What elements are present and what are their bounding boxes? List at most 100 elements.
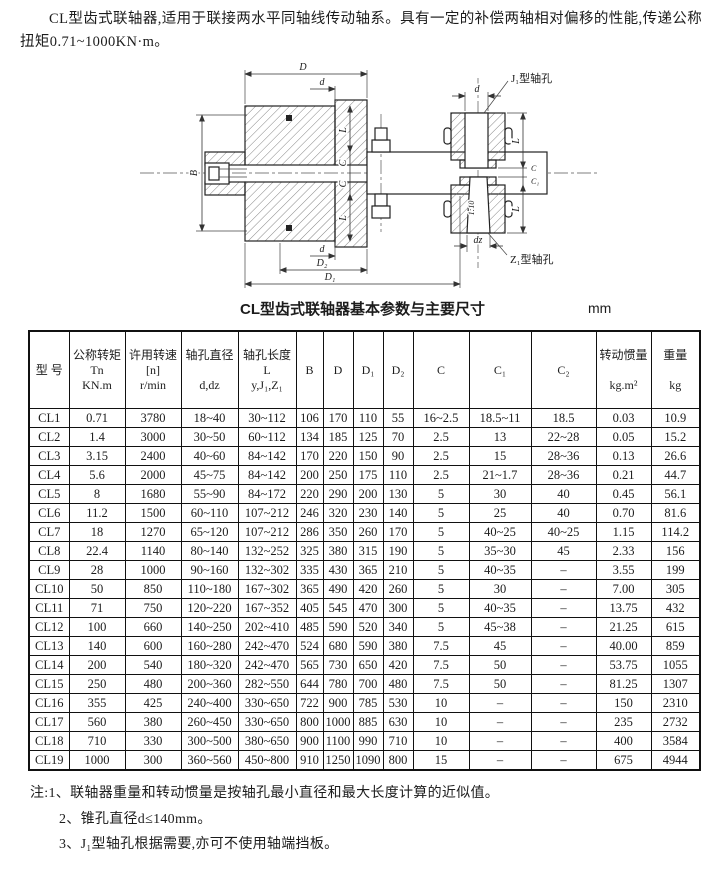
note-line: 注:1、联轴器重量和转动惯量是按轴孔最小直径和最大长度计算的近似值。 xyxy=(30,781,725,807)
value-cell: 420 xyxy=(382,655,414,675)
value-cell: 110~180 xyxy=(180,579,239,599)
value-cell: 84~142 xyxy=(237,465,297,485)
value-cell: 1270 xyxy=(124,522,182,542)
value-cell: 850 xyxy=(124,579,182,599)
table-row: CL10 50 850 110~180 167~302 365 490 420 260 5 30–7… xyxy=(28,579,701,599)
z1-lug-right xyxy=(504,200,513,218)
value-cell: 170 xyxy=(295,446,324,466)
model-cell: CL9 xyxy=(28,560,70,580)
value-cell: 660 xyxy=(124,617,182,637)
value-cell: 900 xyxy=(295,731,324,751)
value-cell: 40~35 xyxy=(468,598,532,618)
value-cell: 56.1 xyxy=(650,484,701,504)
value-cell: 220 xyxy=(322,446,354,466)
value-cell: 200 xyxy=(352,484,384,504)
column-header: 轴孔直径 d,dz xyxy=(180,330,239,409)
value-cell: 355 xyxy=(68,693,126,713)
j1-lug-right xyxy=(504,127,513,145)
intro-paragraph: CL型齿式联轴器,适用于联接两水平同轴线传动轴系。具有一定的补偿两轴相对偏移的性… xyxy=(20,11,703,50)
value-cell: 2.5 xyxy=(412,446,470,466)
value-cell: 260~450 xyxy=(180,712,239,732)
value-cell: 53.75 xyxy=(595,655,652,675)
value-cell: 2732 xyxy=(650,712,701,732)
column-header: 许用转速 [n] r/min xyxy=(124,330,182,409)
value-cell: 480 xyxy=(124,674,182,694)
value-cell: 885 xyxy=(352,712,384,732)
value-cell: 45~38 xyxy=(468,617,532,637)
value-cell: 170 xyxy=(322,408,354,428)
value-cell: 156 xyxy=(650,541,701,561)
column-header: D₂ xyxy=(382,330,414,409)
model-cell: CL8 xyxy=(28,541,70,561)
value-cell: 1100 xyxy=(322,731,354,751)
value-cell: – xyxy=(468,731,532,751)
note-line: 2、锥孔直径d≤140mm。 xyxy=(30,807,725,833)
table-row: CL9 28 1000 90~160 132~302 335 430 365 210 5 40~35… xyxy=(28,560,701,580)
table-row: CL8 22.4 1140 80~140 132~252 325 380 315 190 5 35~… xyxy=(28,541,701,561)
value-cell: 340 xyxy=(382,617,414,637)
model-cell: CL17 xyxy=(28,712,70,732)
model-cell: CL2 xyxy=(28,427,70,447)
value-cell: 130 xyxy=(382,484,414,504)
value-cell: 990 xyxy=(352,731,384,751)
value-cell: 50 xyxy=(468,655,532,675)
value-cell: 380 xyxy=(124,712,182,732)
model-cell: CL7 xyxy=(28,522,70,542)
value-cell: 600 xyxy=(124,636,182,656)
value-cell: – xyxy=(468,712,532,732)
value-cell: 350 xyxy=(322,522,354,542)
value-cell: 200 xyxy=(68,655,126,675)
value-cell: 60~112 xyxy=(237,427,297,447)
table-row: CL17 560 380 260~450 330~650 800 1000 885 630 10–… xyxy=(28,712,701,732)
model-cell: CL5 xyxy=(28,484,70,504)
table-title-row: CL型齿式联轴器基本参数与主要尺寸 mm xyxy=(0,298,725,324)
value-cell: 25 xyxy=(468,503,532,523)
value-cell: 55 xyxy=(382,408,414,428)
value-cell: 190 xyxy=(382,541,414,561)
column-header: D₁ xyxy=(352,330,384,409)
value-cell: 80~140 xyxy=(180,541,239,561)
value-cell: 13 xyxy=(468,427,532,447)
value-cell: 380 xyxy=(382,636,414,656)
column-header: B xyxy=(295,330,324,409)
value-cell: 5 xyxy=(412,503,470,523)
dim-label-C-upper: C xyxy=(338,159,349,166)
value-cell: – xyxy=(530,693,597,713)
model-cell: CL10 xyxy=(28,579,70,599)
dim-label-dz: dz xyxy=(474,235,483,246)
z1-taper-bore xyxy=(466,176,491,234)
value-cell: 134 xyxy=(295,427,324,447)
value-cell: 140 xyxy=(382,503,414,523)
value-cell: 3584 xyxy=(650,731,701,751)
table-row: CL5 8 1680 55~90 84~172 220 290 200 130 5 30 40 0.45… xyxy=(28,484,701,504)
dim-label-d-bottom: d xyxy=(320,244,326,255)
model-cell: CL15 xyxy=(28,674,70,694)
dim-label-L-lower: L xyxy=(338,215,349,222)
value-cell: 785 xyxy=(352,693,384,713)
dim-label-d-top: d xyxy=(320,77,326,88)
value-cell: 565 xyxy=(295,655,324,675)
value-cell: 10 xyxy=(412,731,470,751)
value-cell: 290 xyxy=(322,484,354,504)
value-cell: 140 xyxy=(68,636,126,656)
dim-label-D: D xyxy=(298,62,307,73)
dim-label-C-lower: C xyxy=(338,180,349,187)
unit-label: mm xyxy=(588,300,612,316)
z1-lug-left xyxy=(443,200,452,218)
value-cell: 490 xyxy=(322,579,354,599)
column-header: C xyxy=(412,330,470,409)
value-cell: 90 xyxy=(382,446,414,466)
value-cell: 235 xyxy=(595,712,652,732)
value-cell: 18.5~11 xyxy=(468,408,532,428)
table-row: CL15 250 480 200~360 282~550 644 780 700 480 7.5 5… xyxy=(28,674,701,694)
value-cell: 722 xyxy=(295,693,324,713)
value-cell: 680 xyxy=(322,636,354,656)
j1-lug-left xyxy=(443,127,452,145)
value-cell: 750 xyxy=(124,598,182,618)
column-header: 公称转矩 Tn KN.m xyxy=(68,330,126,409)
value-cell: 1500 xyxy=(124,503,182,523)
dim-label-L-upper: L xyxy=(338,127,349,134)
value-cell: 10.9 xyxy=(650,408,701,428)
value-cell: 260 xyxy=(382,579,414,599)
